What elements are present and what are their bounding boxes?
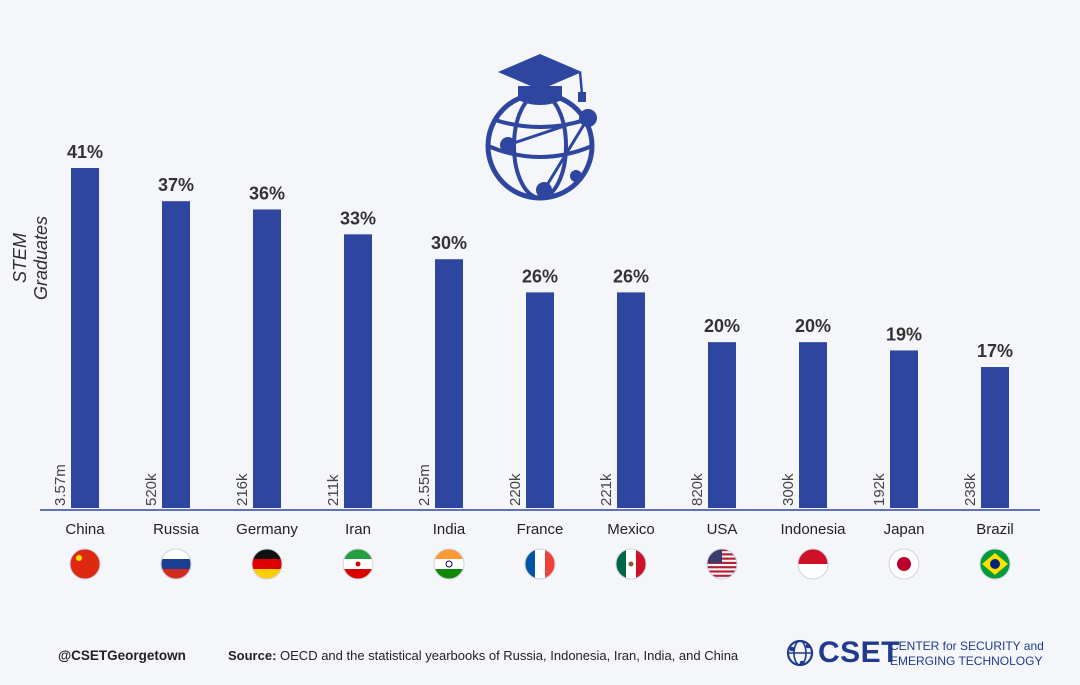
value-label: 20% xyxy=(795,316,831,336)
graduate-count-label: 192k xyxy=(871,473,888,506)
graduation-cap-globe-icon xyxy=(485,54,597,201)
x-tick-label: Brazil xyxy=(976,521,1014,538)
x-tick-label: Indonesia xyxy=(780,521,846,538)
japan-flag-icon xyxy=(888,548,920,580)
source-text: OECD and the statistical yearbooks of Ru… xyxy=(276,648,739,663)
x-tick-label: Russia xyxy=(153,521,200,538)
globe-network-icon xyxy=(786,639,814,667)
mexico-flag-icon xyxy=(615,548,647,580)
bar-france xyxy=(526,292,554,508)
value-label: 30% xyxy=(431,233,467,253)
twitter-handle[interactable]: @CSETGeorgetown xyxy=(58,648,186,663)
bar-russia xyxy=(162,201,190,509)
brazil-flag-icon xyxy=(979,548,1011,580)
x-tick-label: Mexico xyxy=(607,521,655,538)
value-label: 36% xyxy=(249,183,285,203)
germany-flag-icon xyxy=(251,548,283,580)
graduate-count-label: 211k xyxy=(325,474,342,506)
usa-flag-icon xyxy=(706,548,738,580)
x-tick-label: Iran xyxy=(345,521,371,538)
graduate-count-label: 220k xyxy=(507,473,524,506)
iran-flag-icon xyxy=(342,548,374,580)
graduate-count-label: 221k xyxy=(598,473,615,506)
value-label: 26% xyxy=(613,266,649,286)
x-tick-label: China xyxy=(65,521,105,538)
value-label: 17% xyxy=(977,341,1013,361)
x-tick-label: France xyxy=(517,521,564,538)
value-label: 37% xyxy=(158,175,194,195)
value-label: 26% xyxy=(522,266,558,286)
value-label: 19% xyxy=(886,324,922,344)
china-flag-icon xyxy=(69,548,101,580)
x-tick-label: Germany xyxy=(236,521,298,538)
x-tick-label: Japan xyxy=(884,521,925,538)
cset-logo-tagline: CENTER for SECURITY and EMERGING TECHNOL… xyxy=(890,639,1044,668)
graduate-count-label: 820k xyxy=(689,473,706,506)
bar-mexico xyxy=(617,292,645,508)
cset-logo-word[interactable]: CSET xyxy=(818,636,901,669)
bar-china xyxy=(71,168,99,508)
bar-indonesia xyxy=(799,342,827,508)
france-flag-icon xyxy=(524,548,556,580)
indonesia-flag-icon xyxy=(797,548,829,580)
graduate-count-label: 238k xyxy=(962,473,979,506)
bar-japan xyxy=(890,350,918,508)
graduate-count-label: 216k xyxy=(234,473,251,506)
y-axis-label: STEM Graduates xyxy=(10,215,51,301)
source-note: Source: OECD and the statistical yearboo… xyxy=(228,648,738,663)
graduate-count-label: 300k xyxy=(780,473,797,506)
value-label: 20% xyxy=(704,316,740,336)
graduate-count-label: 2.55m xyxy=(416,464,433,506)
bar-usa xyxy=(708,342,736,508)
value-label: 33% xyxy=(340,208,376,228)
x-tick-label: India xyxy=(433,521,466,538)
graduate-count-label: 3.57m xyxy=(52,464,69,506)
bar-brazil xyxy=(981,367,1009,508)
source-label: Source: xyxy=(228,648,277,663)
value-label: 41% xyxy=(67,142,103,162)
bar-germany xyxy=(253,209,281,508)
india-flag-icon xyxy=(433,548,465,580)
graduate-count-label: 520k xyxy=(143,473,160,506)
russia-flag-icon xyxy=(160,548,192,580)
bar-iran xyxy=(344,234,372,508)
bar-india xyxy=(435,259,463,508)
x-tick-label: USA xyxy=(707,521,738,538)
